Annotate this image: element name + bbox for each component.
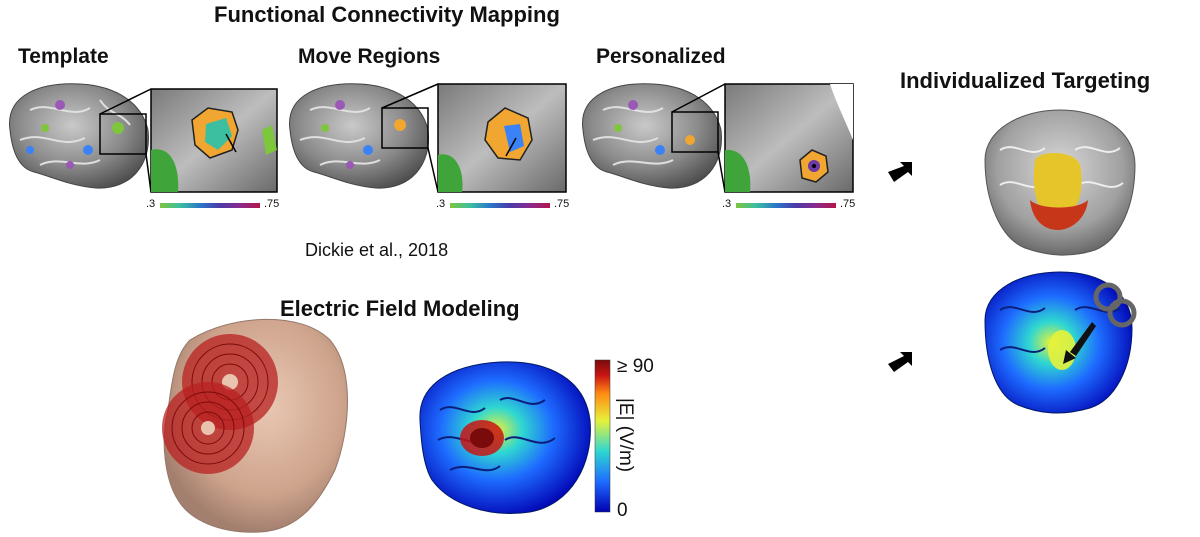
colorbar-min-label: 0 — [617, 500, 628, 521]
efield-brain-icon — [419, 361, 591, 514]
scale-max-move-regions: .75 — [554, 198, 570, 210]
brain-surface-icon — [582, 83, 722, 189]
scale-min-personalized: .3 — [722, 198, 732, 210]
arrow-icon — [888, 352, 912, 372]
targeting-title: Individualized Targeting — [900, 68, 1151, 93]
scale-bar-move-regions — [450, 203, 550, 208]
panel-label-personalized: Personalized — [596, 45, 726, 68]
zoom-inset-icon — [437, 83, 567, 193]
target-efield-brain-icon — [984, 271, 1133, 414]
scale-max-template: .75 — [264, 198, 280, 210]
panel-label-template: Template — [18, 45, 109, 68]
zoom-inset-icon — [150, 88, 278, 193]
efield-colorbar — [594, 359, 611, 513]
ef-modeling-title: Electric Field Modeling — [280, 296, 520, 321]
tms-coil-icon — [1063, 282, 1137, 364]
citation: Dickie et al., 2018 — [305, 240, 449, 260]
arrow-icon — [888, 162, 912, 182]
scale-bar-personalized — [736, 203, 836, 208]
colorbar-max-label: ≥ 90 — [617, 356, 654, 377]
brain-surface-icon — [289, 83, 429, 189]
scale-bar-template — [160, 203, 260, 208]
brain-surface-icon — [9, 83, 149, 189]
scale-max-personalized: .75 — [840, 198, 856, 210]
panel-label-move-regions: Move Regions — [298, 45, 441, 68]
scale-min-template: .3 — [146, 198, 156, 210]
tms-coil-icon — [162, 334, 278, 474]
zoom-source-box — [99, 113, 147, 155]
target-brain-icon — [984, 109, 1136, 256]
zoom-inset-icon — [724, 83, 854, 193]
scale-min-move-regions: .3 — [436, 198, 446, 210]
fc-mapping-title: Functional Connectivity Mapping — [214, 2, 560, 27]
